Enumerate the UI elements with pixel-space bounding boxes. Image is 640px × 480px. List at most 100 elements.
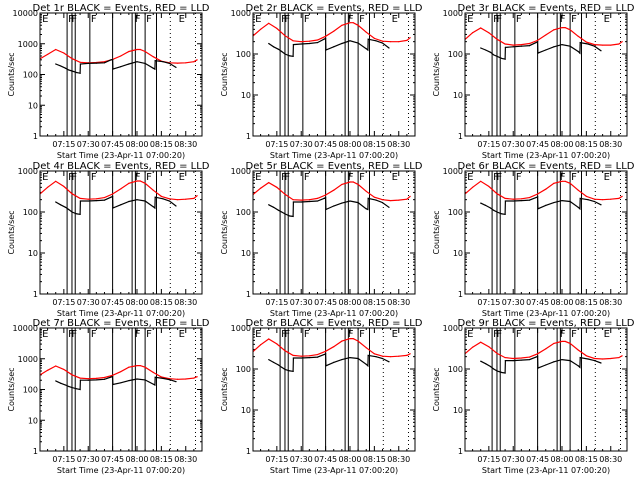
series-events-point [325,37,327,40]
series-lld-point [259,344,262,346]
series-events-point [64,384,67,386]
series-lld-point [564,340,566,343]
series-lld-point [300,355,302,357]
series-lld-point [341,183,343,186]
x-tick-label: 08:15 [150,455,173,464]
series-lld-point [504,43,506,45]
x-tick-label: 07:45 [101,140,124,149]
series-events-point [162,377,164,379]
x-axis-label: Start Time (23-Apr-11 07:00:20) [482,466,610,475]
series-events-point [593,200,596,203]
series-events-point [512,200,514,202]
series-lld-point [292,40,294,42]
x-tick-label: 08:15 [150,140,173,149]
series-events-point [480,47,482,49]
series-lld-point [185,62,187,64]
series-lld-point [87,378,89,380]
x-tick-label: 07:15 [52,298,75,307]
series-events-point [289,215,291,217]
x-tick-label: 07:30 [502,298,525,307]
x-tick-label: 08:00 [550,455,573,464]
series-lld-point [602,44,604,46]
y-tick-label: 100 [448,50,463,59]
series-events-point [367,38,369,40]
series-lld-point [512,44,514,46]
x-tick-label: 07:45 [314,455,337,464]
series-lld-point [520,357,522,359]
x-axis-label: Start Time (23-Apr-11 07:00:20) [482,309,610,318]
series-events-point [284,368,286,370]
flag-label: F [281,172,287,183]
series-lld-point [569,182,571,184]
flag-label: E [255,14,261,25]
series-events-point [95,199,97,202]
flag-label: F [91,14,97,25]
series-events-point [112,195,114,198]
series-lld-point [365,347,367,349]
series-events-point [308,200,310,203]
x-axis-label: Start Time (23-Apr-11 07:00:20) [57,151,185,160]
x-tick-label: 07:45 [101,298,124,307]
series-lld-point [545,34,547,36]
y-tick-label: 10 [453,91,463,100]
x-tick-label: 08:00 [125,140,148,149]
flag-label: E [255,172,261,183]
x-tick-label: 07:45 [526,455,549,464]
series-events-point [535,196,537,199]
series-lld-point [316,39,319,41]
panel-title: Det 5r BLACK = Events, RED = LLD [246,161,423,172]
series-events-point [64,206,67,208]
series-events-point [76,388,78,390]
series-events-point [168,200,171,202]
series-events-point [152,67,154,69]
series-lld-point [292,199,294,201]
series-events-point [504,360,507,362]
series-events-point [55,201,57,203]
series-lld-point [390,356,392,358]
series-events-point [520,45,522,47]
series-events-point [528,45,531,47]
x-tick-label: 08:15 [575,140,598,149]
flag-label: E [604,172,610,183]
flag-label: F [304,329,310,340]
series-events-point [59,382,62,384]
flag-label: F [348,172,354,183]
flag-label: F [348,329,354,340]
series-events-point [154,68,156,70]
flag-label: F [284,329,290,340]
series-events-point [323,38,325,40]
series-lld-point [373,353,375,355]
x-axis-label: Start Time (23-Apr-11 07:00:20) [482,151,610,160]
x-tick-label: 08:30 [599,455,622,464]
series-lld-point [103,376,106,379]
series-lld-point [618,356,620,359]
series-lld-point [185,198,187,200]
x-tick-label: 08:30 [174,140,197,149]
series-events-point [365,208,367,210]
series-lld-point [196,59,198,61]
series-events-point [103,199,106,201]
series-lld-point [160,376,162,378]
series-events-point [112,59,114,61]
series-events-point [480,202,482,204]
series-lld-point [196,376,198,378]
y-tick-label: 1 [246,132,251,141]
series-events-point [110,59,112,61]
series-lld-point [357,24,359,26]
series-lld-point [602,199,604,201]
series-events-line [55,195,177,215]
series-lld-point [352,181,354,183]
series-lld-point [398,355,400,357]
series-events-point [59,204,62,206]
panel-det-5: Det 5r BLACK = Events, RED = LLD Counts/s… [220,161,423,318]
series-events-line [480,40,602,60]
series-events-point [175,381,177,383]
series-lld-point [406,198,408,200]
series-events-line [480,355,602,374]
x-tick-label: 08:30 [174,298,197,307]
series-events-point [316,356,319,358]
series-lld-point [341,24,343,26]
series-lld-point [120,371,122,373]
flag-label: E [255,329,261,340]
panel-title: Det 6r BLACK = Events, RED = LLD [458,161,635,172]
